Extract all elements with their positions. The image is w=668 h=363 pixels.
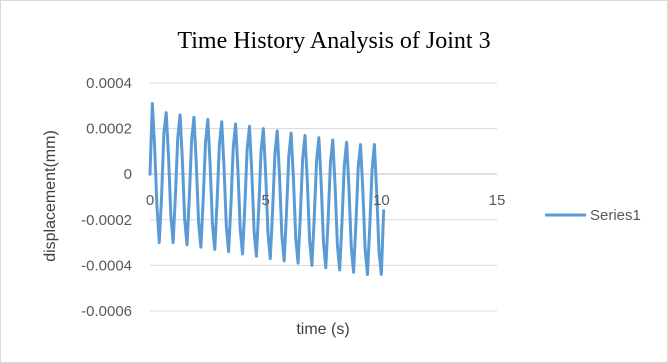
y-axis-title: displacement(mm) — [42, 130, 59, 262]
y-tick-label: -0.0006 — [81, 303, 132, 320]
x-tick-label: 15 — [489, 192, 506, 209]
series-line — [148, 102, 386, 277]
y-tick-label: 0.0002 — [86, 121, 132, 138]
x-tick-label: 0 — [146, 192, 154, 209]
y-tick-label: 0.0004 — [86, 75, 132, 92]
chart-title: Time History Analysis of Joint 3 — [177, 28, 491, 54]
y-tick-label: 0 — [124, 166, 132, 183]
x-tick-label: 10 — [373, 192, 390, 209]
y-tick-label: -0.0002 — [81, 212, 132, 229]
x-tick-labels: 0 5 10 15 — [146, 192, 506, 209]
x-axis-title: time (s) — [296, 321, 349, 338]
legend-label: Series1 — [590, 207, 641, 224]
x-tick-label: 5 — [261, 192, 269, 209]
y-tick-label: -0.0004 — [81, 257, 132, 274]
y-tick-labels: 0.0004 0.0002 0 -0.0002 -0.0004 -0.0006 — [81, 75, 132, 320]
